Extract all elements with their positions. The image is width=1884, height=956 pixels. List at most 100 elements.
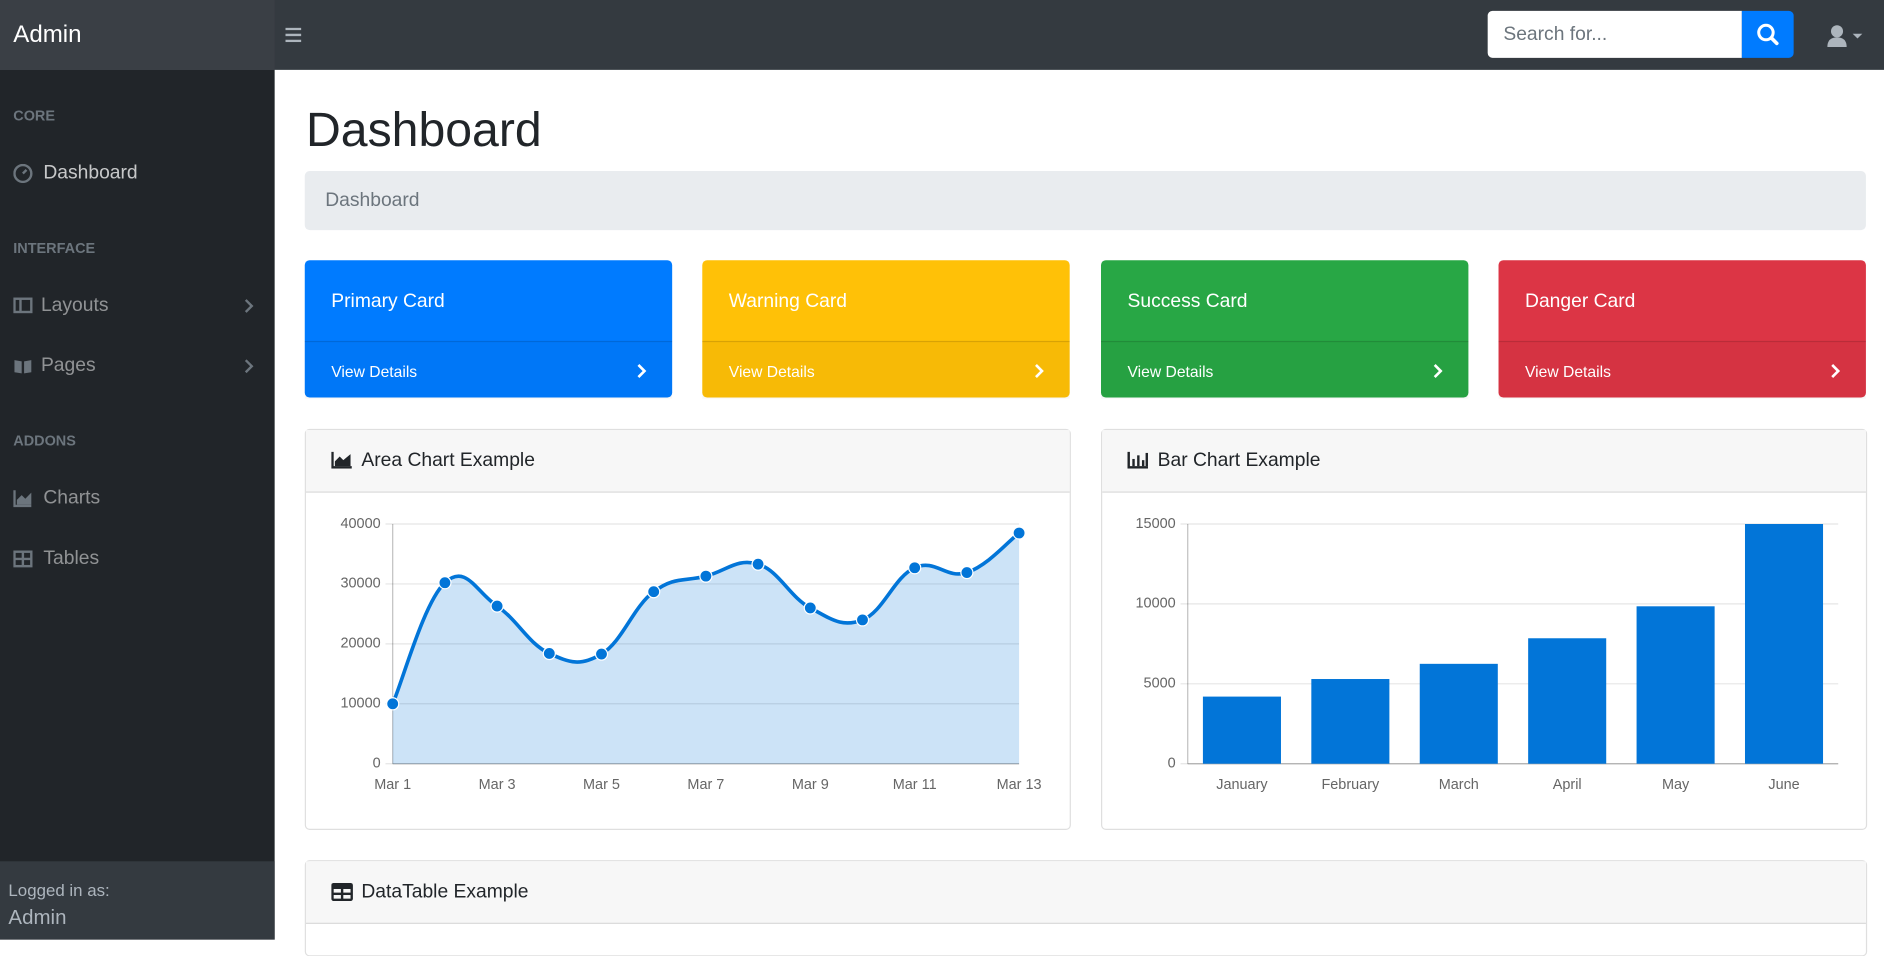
bar bbox=[1744, 524, 1824, 764]
bar bbox=[1419, 663, 1498, 764]
nav-icon bbox=[14, 360, 32, 374]
x-tick-label: Mar 9 bbox=[792, 777, 829, 793]
sidebar-link[interactable]: Layouts bbox=[40, 295, 109, 316]
sidebar-heading: CORE bbox=[13, 107, 56, 125]
card-header: DataTable Example bbox=[305, 861, 1866, 924]
collapse-arrow[interactable] bbox=[243, 358, 255, 375]
sidebar-heading: INTERFACE bbox=[13, 239, 96, 257]
x-tick-label: Mar 13 bbox=[997, 777, 1042, 793]
chevron bbox=[1433, 364, 1443, 378]
chevron bbox=[1035, 364, 1044, 378]
stat-card[interactable]: Success Card View Details bbox=[1101, 260, 1469, 399]
sidebar-heading: ADDONS bbox=[13, 432, 76, 450]
y-tick-label: 20000 bbox=[340, 636, 380, 652]
point bbox=[1012, 526, 1026, 540]
y-tick-label: 0 bbox=[373, 756, 381, 772]
menu-toggle[interactable] bbox=[285, 27, 302, 43]
card-title: Area Chart Example bbox=[361, 450, 535, 471]
point bbox=[542, 646, 556, 661]
datatable-card: DataTable Example bbox=[304, 860, 1868, 956]
x-tick-label: Mar 11 bbox=[893, 777, 937, 793]
view-details[interactable]: View Details bbox=[728, 362, 815, 381]
stat-card[interactable]: Primary Card View Details bbox=[304, 260, 673, 399]
card-title: Bar Chart Example bbox=[1157, 450, 1321, 471]
point bbox=[647, 585, 661, 599]
page-title: Dashboard bbox=[305, 103, 542, 157]
collapse-arrow[interactable] bbox=[243, 298, 255, 315]
y-tick-label: 15000 bbox=[1136, 516, 1176, 532]
x-tick-label: Mar 3 bbox=[479, 777, 516, 793]
card-footer[interactable]: View Details bbox=[1101, 340, 1469, 399]
sidebar-footer: Logged in as: Admin bbox=[0, 861, 275, 940]
point bbox=[855, 613, 870, 627]
sidebar-link[interactable]: Charts bbox=[43, 487, 101, 509]
point bbox=[751, 557, 765, 571]
point bbox=[438, 576, 452, 590]
sidebar bbox=[0, 69, 275, 940]
search-button[interactable] bbox=[1741, 10, 1794, 58]
point bbox=[960, 565, 974, 580]
x-tick-label: March bbox=[1439, 777, 1479, 793]
area-fill bbox=[392, 532, 1020, 764]
card-header: Area Chart Example bbox=[305, 430, 1070, 493]
brand-text[interactable]: Admin bbox=[13, 21, 82, 49]
breadcrumb: Dashboard bbox=[304, 171, 1866, 231]
y-tick-label: 10000 bbox=[1136, 596, 1176, 612]
card-footer[interactable]: View Details bbox=[1498, 340, 1866, 399]
point bbox=[490, 599, 504, 613]
nav-icon bbox=[13, 163, 33, 184]
bar-chart: 0 5000 10000 15000 January February March April… bbox=[1136, 516, 1839, 793]
x-tick-label: February bbox=[1321, 777, 1380, 793]
brand[interactable]: Admin bbox=[0, 0, 275, 70]
point bbox=[699, 569, 713, 583]
footer-label: Logged in as: bbox=[8, 880, 110, 900]
search-input[interactable] bbox=[1487, 10, 1742, 58]
bar bbox=[1528, 638, 1607, 764]
sidebar-link[interactable]: Pages bbox=[40, 355, 96, 376]
x-tick-label: May bbox=[1662, 777, 1690, 793]
stat-card[interactable]: Danger Card View Details bbox=[1498, 260, 1866, 399]
stat-card[interactable]: Warning Card View Details bbox=[702, 260, 1070, 399]
x-tick-label: Mar 1 bbox=[374, 777, 411, 793]
x-tick-label: June bbox=[1768, 777, 1799, 793]
sidebar-link[interactable]: Tables bbox=[43, 548, 100, 569]
point bbox=[908, 561, 922, 575]
view-details[interactable]: View Details bbox=[1525, 362, 1611, 381]
card-title: Primary Card bbox=[331, 291, 445, 312]
point bbox=[803, 601, 817, 615]
y-tick-label: 10000 bbox=[340, 696, 380, 712]
card-footer[interactable]: View Details bbox=[304, 340, 673, 399]
breadcrumb-item: Dashboard bbox=[325, 190, 420, 211]
area-chart: 0 10000 20000 30000 40000 Mar 1 Mar 3 Mar 5 Mar … bbox=[340, 516, 1042, 793]
x-tick-label: Mar 5 bbox=[583, 777, 620, 793]
nav-icon bbox=[13, 297, 33, 314]
sidebar-link[interactable]: Dashboard bbox=[43, 162, 138, 184]
x-tick-label: April bbox=[1553, 777, 1582, 793]
card-title: Success Card bbox=[1127, 291, 1248, 312]
bar bbox=[1636, 606, 1715, 764]
card-header: Bar Chart Example bbox=[1102, 430, 1866, 493]
x-tick-label: January bbox=[1216, 777, 1268, 793]
footer-user: Admin bbox=[8, 905, 67, 929]
card-footer[interactable]: View Details bbox=[702, 340, 1070, 399]
view-details[interactable]: View Details bbox=[331, 362, 418, 381]
bar bbox=[1311, 679, 1390, 764]
user-menu[interactable] bbox=[1826, 24, 1869, 48]
area-chart-card: Area Chart Example bbox=[304, 428, 1071, 830]
nav-icon bbox=[13, 490, 32, 508]
card-title: DataTable Example bbox=[361, 881, 529, 903]
nav-icon bbox=[13, 550, 33, 568]
point bbox=[386, 697, 400, 711]
y-tick-label: 40000 bbox=[340, 516, 380, 532]
chevron bbox=[637, 364, 647, 378]
view-details[interactable]: View Details bbox=[1127, 362, 1214, 381]
x-tick-label: Mar 7 bbox=[687, 777, 724, 793]
y-tick-label: 0 bbox=[1168, 756, 1176, 772]
card-title: Danger Card bbox=[1525, 291, 1636, 312]
point bbox=[594, 647, 609, 661]
y-tick-label: 5000 bbox=[1144, 676, 1176, 692]
chevron bbox=[1831, 364, 1841, 378]
bar bbox=[1202, 696, 1281, 764]
